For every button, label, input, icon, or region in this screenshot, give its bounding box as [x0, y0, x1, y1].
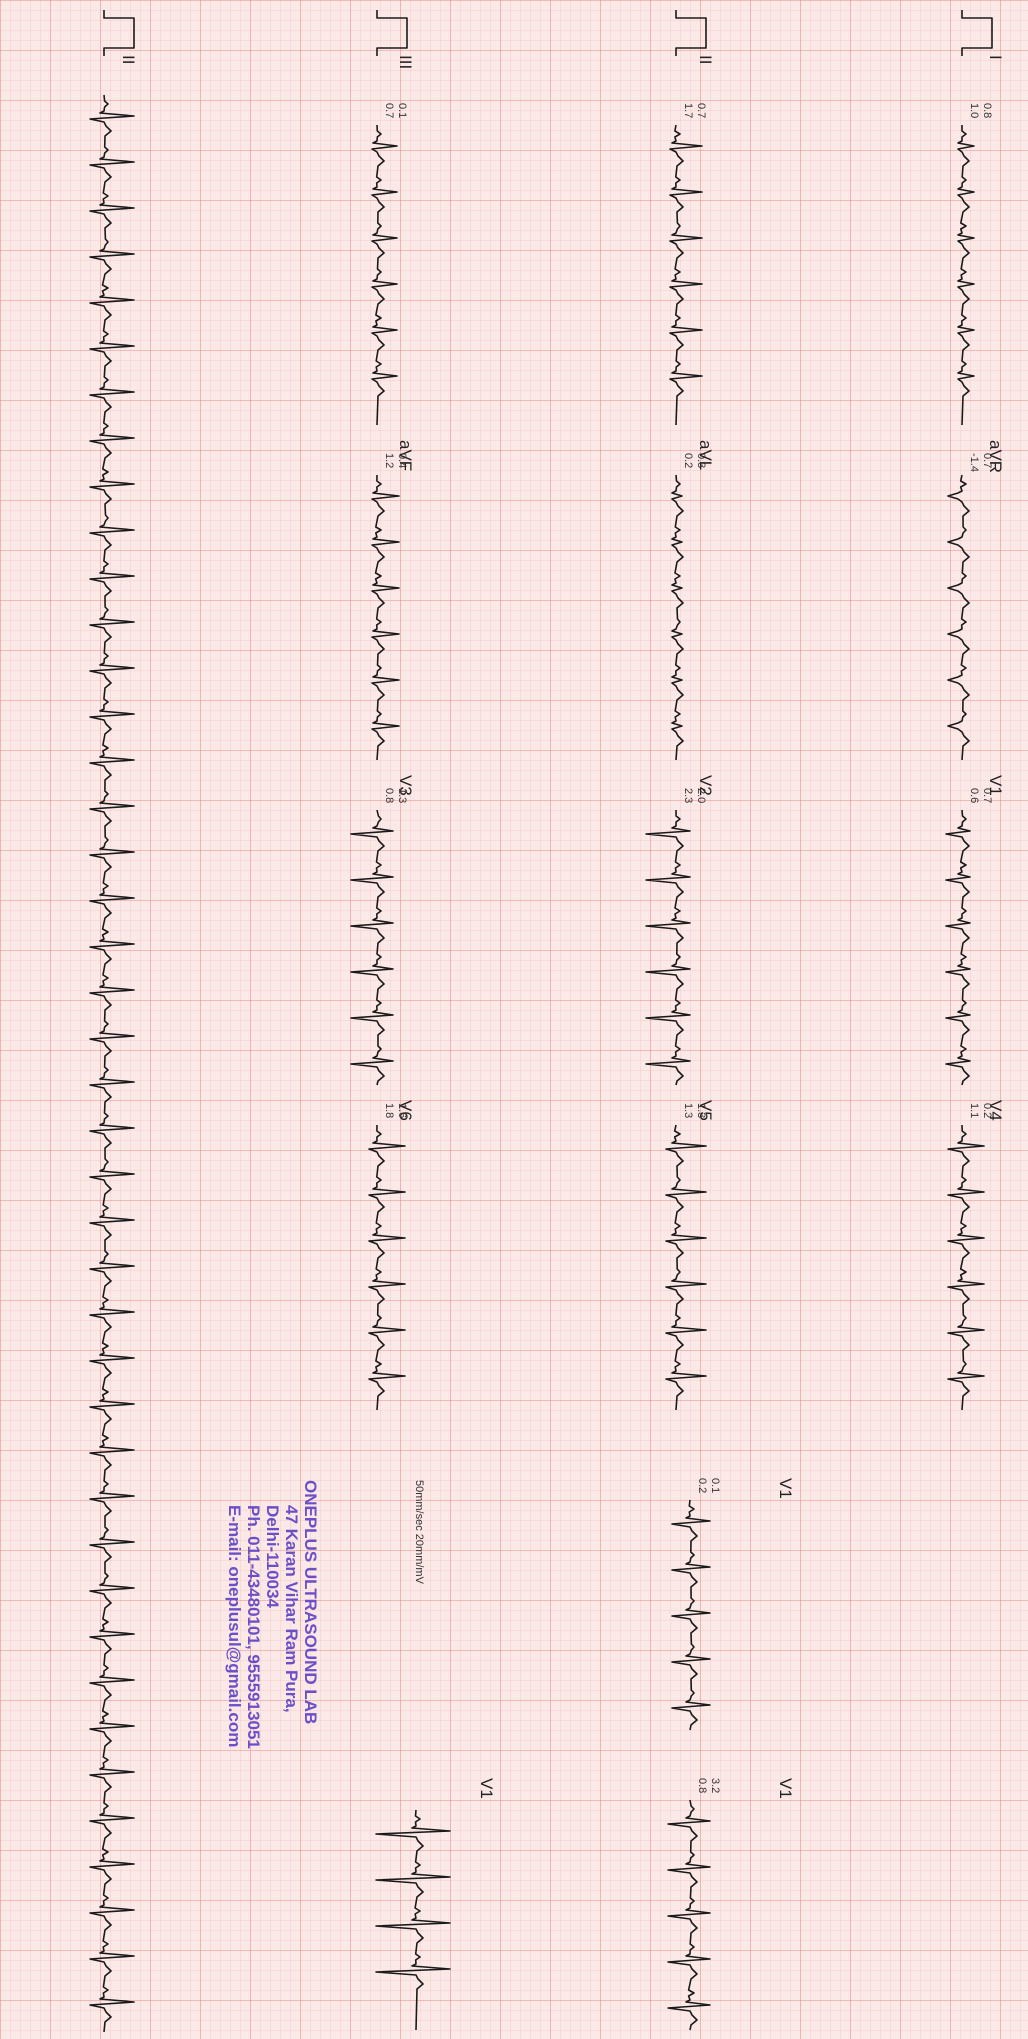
lead-label: I: [986, 55, 1005, 60]
ecg-trace: [669, 124, 703, 426]
ecg-trace: [89, 94, 135, 2033]
calibration-pulse: [103, 10, 135, 56]
lead-label: III: [396, 55, 415, 69]
lead-label: aVF: [396, 440, 415, 471]
lead-value: 3.2: [709, 1778, 721, 1793]
lead-value: 2.3: [682, 788, 694, 803]
ecg-trace: [947, 474, 970, 761]
lead-value: 1.8: [383, 1103, 395, 1118]
lead-value: 0.8: [696, 1778, 708, 1793]
lead-label: II: [696, 55, 715, 64]
stamp-line: Ph. 011-43480101, 9555913051: [244, 1505, 263, 1749]
lead-value: 0.7: [383, 103, 395, 118]
ecg-trace: [375, 1809, 451, 2031]
ecg-trace: [945, 809, 971, 1086]
lead-value: 0.2: [981, 1103, 993, 1118]
calibration-pulse: [961, 10, 993, 56]
traces: I0.81.0aVR0.7-1.4V10.70.6V40.21.1II0.71.…: [89, 10, 1005, 2033]
ecg-trace: [665, 1124, 707, 1411]
stamp-line: Delhi-110034: [263, 1505, 282, 1609]
ecg-trace: [371, 474, 400, 761]
lead-value: 1.3: [695, 1103, 707, 1118]
lead-value: 0.3: [695, 453, 707, 468]
lead-label: II: [119, 55, 138, 64]
lead-value: 0.7: [695, 103, 707, 118]
lead-value: -1.4: [968, 453, 980, 472]
stamp-line: 47 Karan Vihar Ram Pura,: [282, 1505, 301, 1713]
stamp-line: E-mail: oneplusul@gmail.com: [225, 1505, 244, 1747]
ecg-trace: [671, 1499, 711, 1731]
ecg-trace: [350, 809, 394, 1086]
ecg-trace: [645, 809, 691, 1086]
lead-value: 0.7: [981, 788, 993, 803]
ecg-trace: [368, 1124, 406, 1411]
calibration-pulse: [675, 10, 707, 56]
ecg-trace: [667, 1799, 711, 2031]
lead-value: 0.2: [696, 1478, 708, 1493]
lead-label: V1: [986, 775, 1005, 796]
lead-value: 0.1: [396, 103, 408, 118]
lead-value: 2.0: [695, 788, 707, 803]
lead-value: 1.2: [383, 453, 395, 468]
ecg-trace: [371, 124, 398, 426]
calibration-pulse: [376, 10, 408, 56]
lead-label: V6: [396, 1100, 415, 1121]
lead-value: 1.1: [968, 1103, 980, 1118]
lead-value: 0.2: [682, 453, 694, 468]
lead-value: 1.3: [396, 788, 408, 803]
lead-label: V5: [696, 1100, 715, 1121]
lead-value: 0.4: [396, 453, 408, 468]
lead-label: V2: [696, 775, 715, 796]
ecg-trace: [947, 1124, 985, 1411]
lead-label: V1: [477, 1778, 496, 1799]
lead-value: 0.7: [981, 453, 993, 468]
lead-value: 0.6: [968, 788, 980, 803]
lead-label: aVL: [696, 440, 715, 470]
lead-value: 1.0: [968, 103, 980, 118]
lead-value: 1.3: [682, 1103, 694, 1118]
ecg-trace: [671, 474, 684, 761]
lead-label: aVR: [986, 440, 1005, 473]
lead-label: V3: [396, 775, 415, 796]
lead-label: V4: [986, 1100, 1005, 1121]
stamp-line: ONEPLUS ULTRASOUND LAB: [301, 1480, 320, 1724]
lead-label: V1: [776, 1778, 795, 1799]
ecg-trace: [957, 125, 975, 426]
lead-value: 1.6: [396, 1103, 408, 1118]
lead-value: 1.7: [682, 103, 694, 118]
lead-value: 0.1: [709, 1478, 721, 1493]
lead-value: 0.8: [981, 103, 993, 118]
lead-label: V1: [776, 1478, 795, 1499]
calibration-label: 50mm/sec 20mm/mV: [413, 1480, 425, 1585]
lead-value: 0.8: [383, 788, 395, 803]
